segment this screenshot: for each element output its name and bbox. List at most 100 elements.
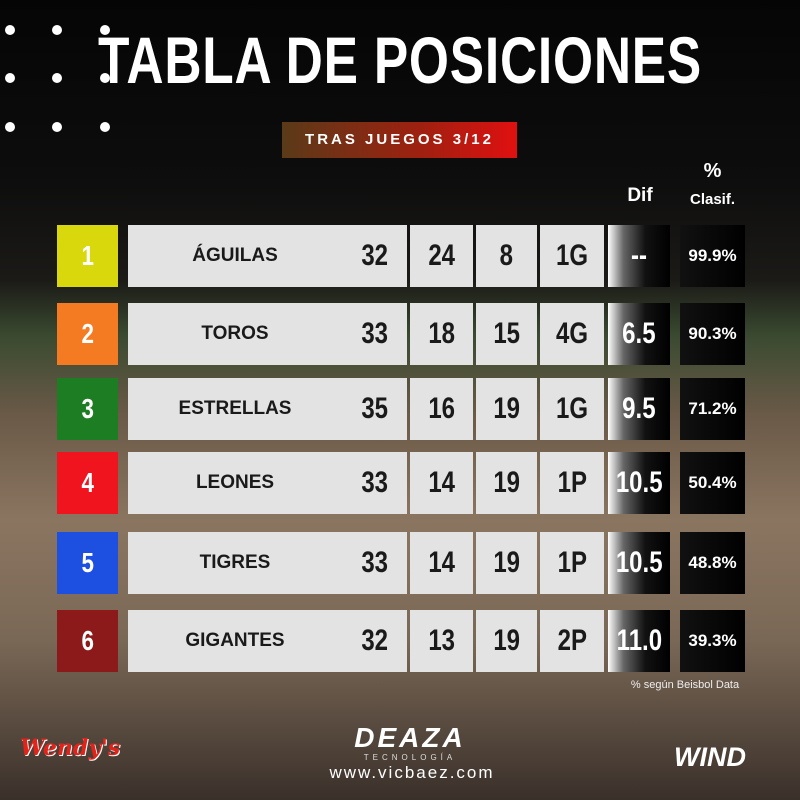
rank: 3 [81, 393, 94, 424]
brand: DEAZA [354, 722, 466, 753]
pct: 99.9% [688, 246, 737, 265]
website: www.vicbaez.com [329, 763, 495, 782]
streak-cell: 1G [540, 225, 604, 287]
wins-cell: 16 [410, 378, 473, 440]
dot [5, 25, 15, 35]
streak-cell: 1P [540, 532, 604, 594]
pct: 50.4% [688, 473, 737, 492]
sponsor-right: WIND [674, 742, 746, 772]
losses: 19 [493, 546, 520, 579]
dot [100, 122, 110, 132]
losses-cell: 19 [476, 452, 537, 514]
dif: 10.5 [615, 546, 663, 579]
wins-cell: 14 [410, 532, 473, 594]
streak-cell: 1P [540, 452, 604, 514]
wins: 24 [428, 239, 455, 272]
pct-header: Clasif. [689, 191, 735, 208]
pct: 71.2% [688, 399, 737, 418]
rank-cell: 1 [57, 225, 118, 287]
streak-cell: 1G [540, 378, 604, 440]
streak: 4G [555, 317, 589, 350]
games: 32 [361, 239, 388, 272]
team: TOROS [201, 323, 269, 344]
rank-cell: 3 [57, 378, 118, 440]
games: 33 [361, 466, 388, 499]
wins-cell: 14 [410, 452, 473, 514]
wins: 14 [428, 546, 455, 579]
team: ÁGUILAS [192, 245, 278, 266]
wins: 13 [428, 624, 455, 657]
team-cell: GIGANTES [128, 610, 342, 672]
pct-cell: 99.9% [680, 225, 745, 287]
wins-cell: 13 [410, 610, 473, 672]
rank: 2 [81, 318, 94, 349]
dot [100, 25, 110, 35]
dot [5, 73, 15, 83]
sponsor-left: Wendy's [20, 735, 121, 761]
games-cell: 32 [342, 610, 407, 672]
losses-cell: 19 [476, 532, 537, 594]
footnote: % según Beisbol Data [630, 679, 740, 691]
pct-cell: 39.3% [680, 610, 745, 672]
dif: 10.5 [615, 466, 663, 499]
wins: 16 [428, 392, 455, 425]
team-cell: LEONES [128, 452, 342, 514]
dif-cell: 11.0 [608, 610, 670, 672]
dif: 9.5 [622, 392, 656, 425]
wins-cell: 24 [410, 225, 473, 287]
dot [100, 73, 110, 83]
rank: 4 [81, 467, 94, 498]
pct: 39.3% [688, 631, 737, 650]
dot [52, 73, 62, 83]
streak: 1P [557, 466, 587, 499]
pct-cell: 48.8% [680, 532, 745, 594]
team: TIGRES [199, 552, 271, 573]
rank: 1 [81, 240, 94, 271]
games: 32 [361, 624, 388, 657]
rank-cell: 6 [57, 610, 118, 672]
games-cell: 33 [342, 532, 407, 594]
team-cell: TIGRES [128, 532, 342, 594]
losses-cell: 19 [476, 378, 537, 440]
brand-sub: TECNOLOGÍA [363, 753, 457, 762]
games: 35 [361, 392, 388, 425]
team: LEONES [195, 472, 275, 493]
dif: 6.5 [622, 317, 656, 350]
losses: 8 [499, 239, 514, 272]
team-cell: ÁGUILAS [128, 225, 342, 287]
losses-cell: 8 [476, 225, 537, 287]
dif: 11.0 [616, 624, 662, 657]
wins-cell: 18 [410, 303, 473, 365]
losses: 19 [493, 466, 520, 499]
subtitle: TRAS JUEGOS 3/12 [282, 122, 517, 158]
losses: 15 [493, 317, 520, 350]
dif-cell: 10.5 [608, 452, 670, 514]
games-cell: 32 [342, 225, 407, 287]
dot [52, 25, 62, 35]
streak: 1G [555, 392, 589, 425]
title: TABLA DE POSICIONES [97, 23, 703, 97]
dif-cell: -- [608, 225, 670, 287]
pct-cell: 50.4% [680, 452, 745, 514]
team-cell: TOROS [128, 303, 342, 365]
dif-header: Dif [627, 185, 653, 206]
team-cell: ESTRELLAS [128, 378, 342, 440]
rank: 5 [81, 547, 94, 578]
rank-cell: 4 [57, 452, 118, 514]
pct-cell: 90.3% [680, 303, 745, 365]
pct: 48.8% [688, 553, 737, 572]
losses: 19 [493, 392, 520, 425]
games: 33 [361, 317, 388, 350]
pct: 90.3% [688, 324, 737, 343]
wins: 14 [428, 466, 455, 499]
rank: 6 [81, 625, 94, 656]
dif: -- [630, 239, 647, 272]
streak: 1G [555, 239, 589, 272]
dif-cell: 10.5 [608, 532, 670, 594]
streak: 2P [557, 624, 587, 657]
losses-cell: 19 [476, 610, 537, 672]
wins: 18 [428, 317, 455, 350]
dif-cell: 6.5 [608, 303, 670, 365]
streak-cell: 4G [540, 303, 604, 365]
